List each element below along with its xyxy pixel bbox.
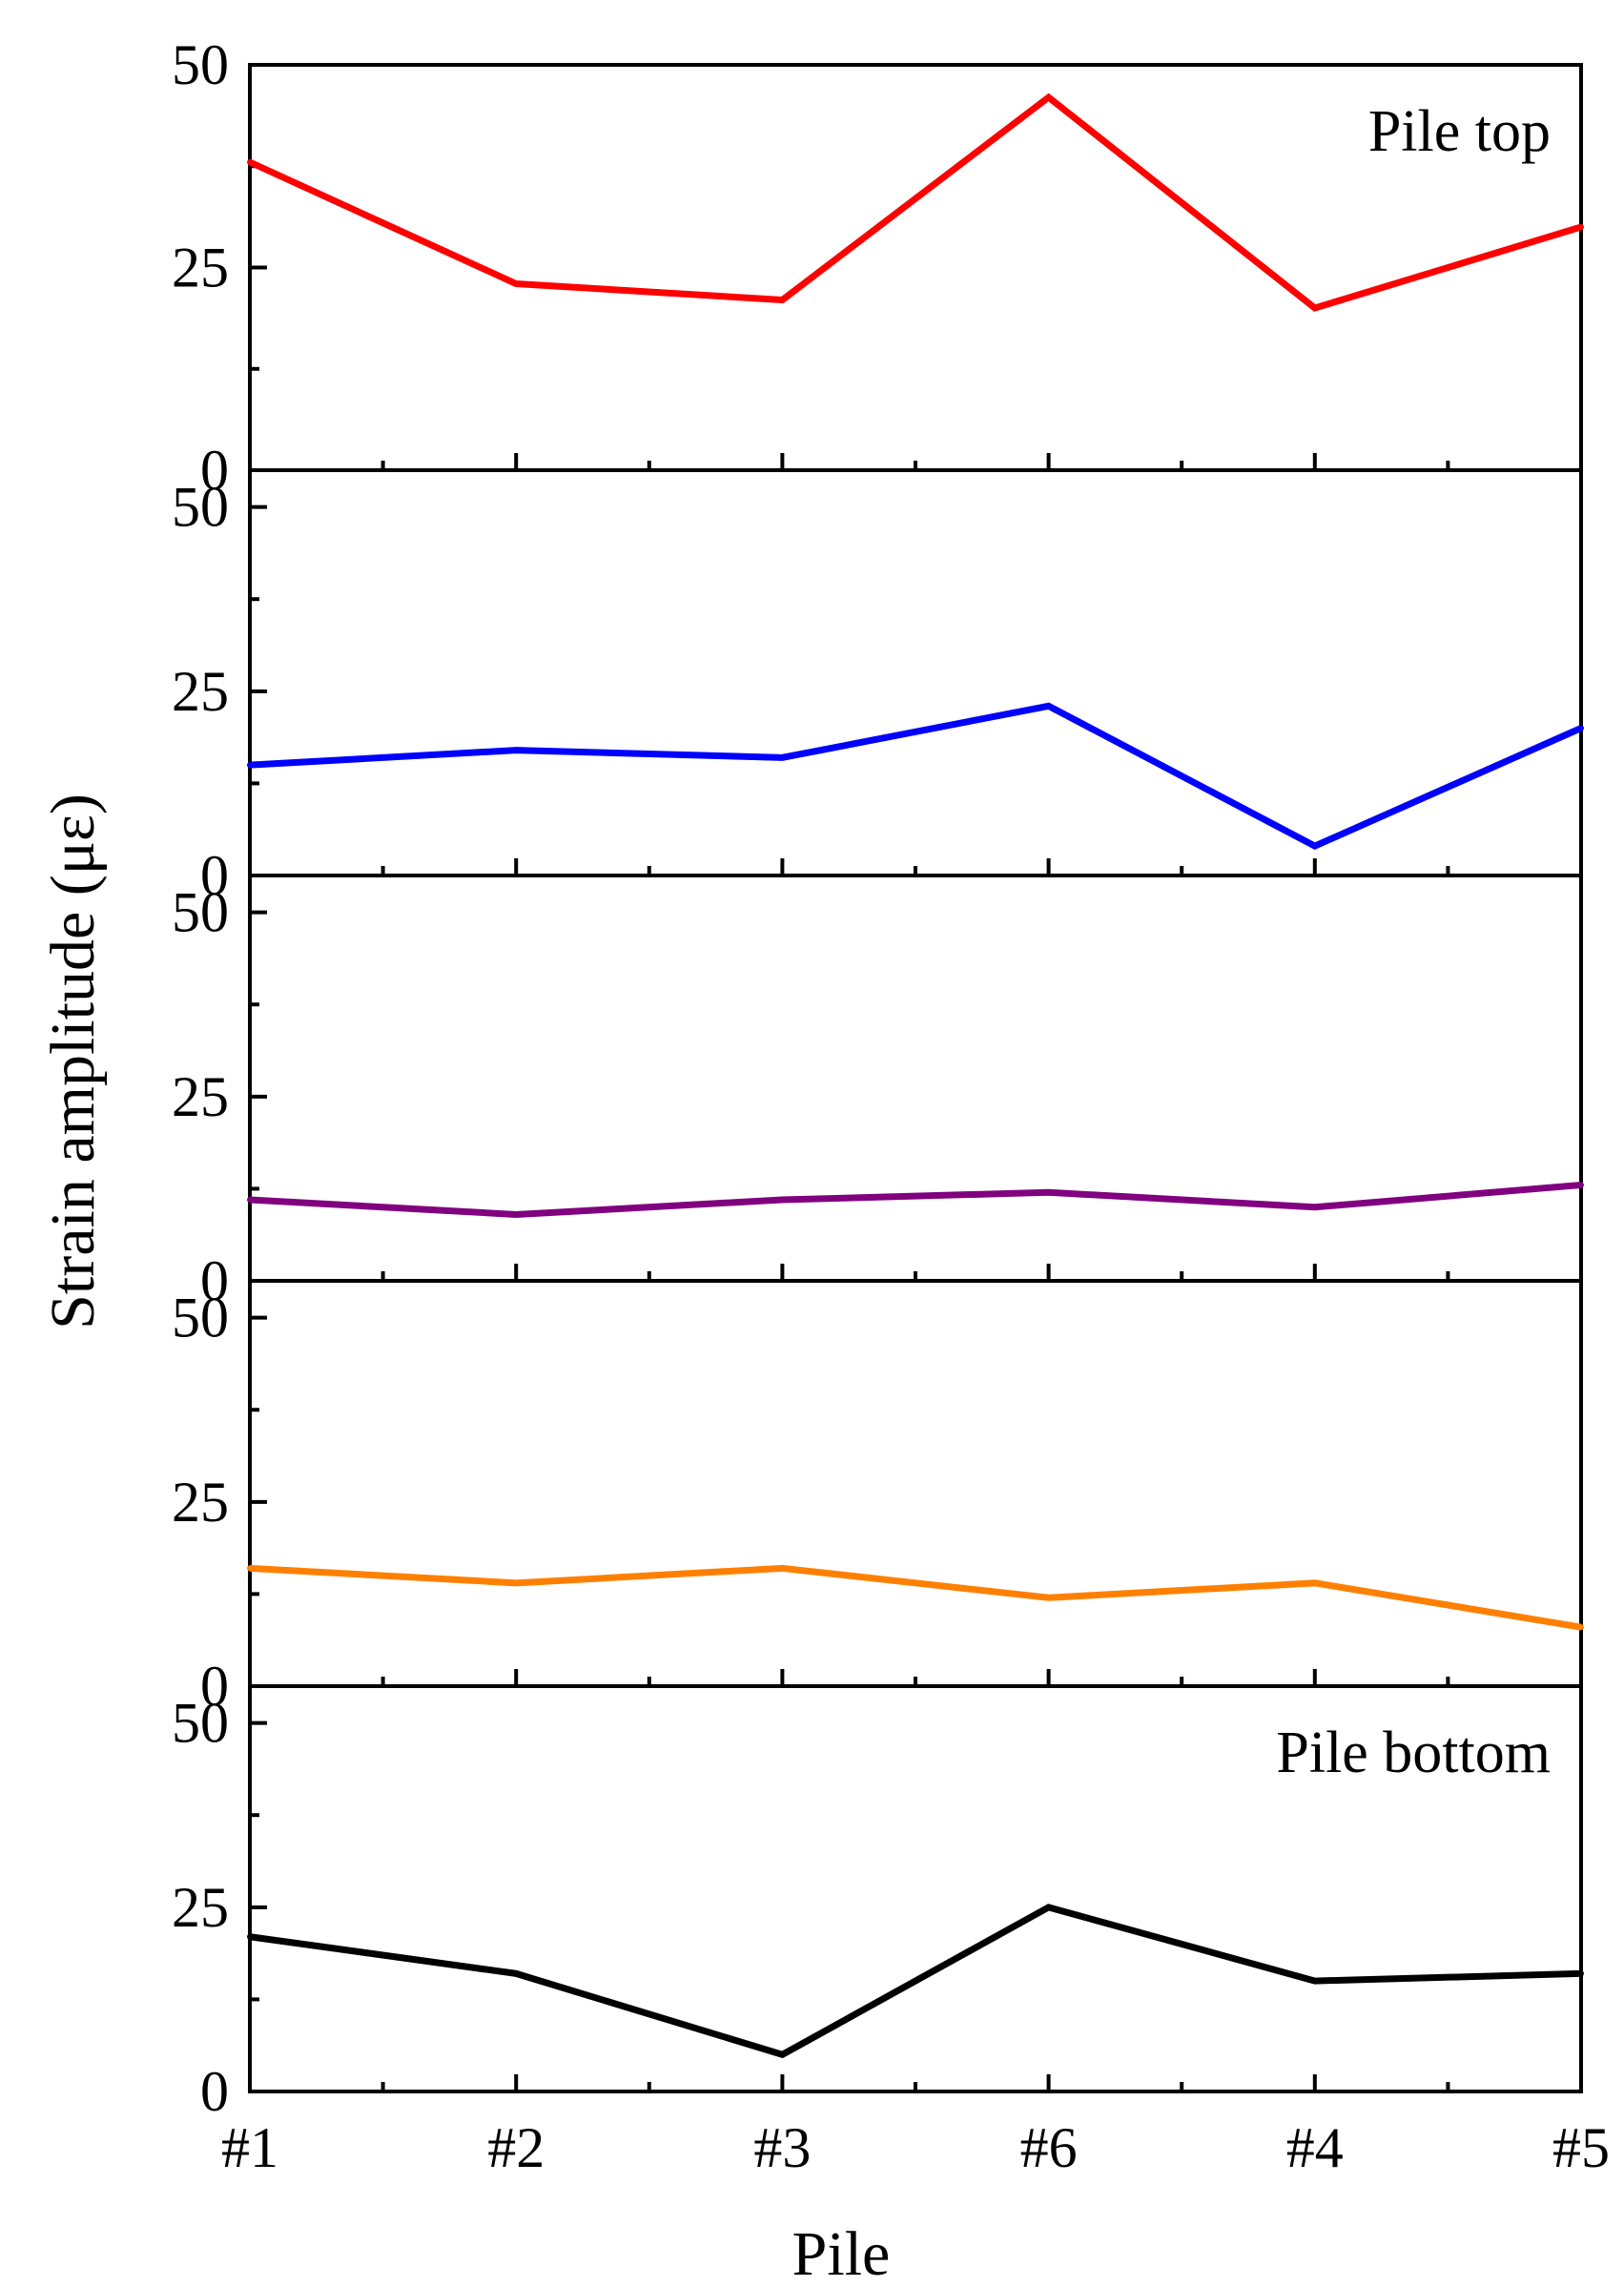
panel-4: 0 25 50 <box>172 1279 1584 1718</box>
data-point <box>1311 1978 1318 1985</box>
series-line-panel-4 <box>249 1564 1582 1631</box>
data-point <box>779 2051 786 2058</box>
series-line-panel-5 <box>249 1904 1582 2059</box>
y-tick-label: 50 <box>172 1692 229 1755</box>
data-point <box>779 1197 786 1203</box>
y-tick-label: 25 <box>172 1471 229 1534</box>
panel-5: 0 25 50 Pile bottom <box>172 1684 1584 2123</box>
data-point <box>247 1197 253 1203</box>
data-point <box>1045 1189 1052 1196</box>
x-tick-label: #2 <box>487 2116 545 2179</box>
y-axis-label: Strain amplitude (με) <box>38 793 108 1329</box>
y-tick-label: 0 <box>200 2060 229 2123</box>
data-point <box>247 1933 253 1940</box>
x-tick-label: #4 <box>1286 2116 1344 2179</box>
panel-annotation: Pile top <box>1368 99 1551 164</box>
data-point <box>513 747 520 753</box>
data-point <box>247 1565 253 1572</box>
data-point <box>513 1211 520 1218</box>
y-tick-label: 50 <box>172 881 229 944</box>
data-point <box>1045 1904 1052 1910</box>
data-point <box>247 762 253 769</box>
data-point <box>513 280 520 287</box>
data-point <box>1578 1624 1584 1631</box>
data-point <box>779 754 786 761</box>
panel-2: 0 25 50 <box>172 468 1584 907</box>
data-point <box>1578 224 1584 230</box>
y-tick-label: 0 <box>200 1249 229 1312</box>
y-tick-label: 25 <box>172 1876 229 1939</box>
x-axis-label: Pile <box>792 2219 891 2287</box>
y-tick-label: 0 <box>200 1655 229 1718</box>
panel-frame <box>248 874 1583 1283</box>
y-tick-label: 50 <box>172 476 229 539</box>
y-tick-label: 0 <box>200 439 229 502</box>
data-point <box>779 1565 786 1572</box>
panel-3: 0 25 50 <box>172 874 1584 1312</box>
data-point <box>779 297 786 303</box>
data-point <box>1045 703 1052 710</box>
data-point <box>1311 1204 1318 1210</box>
data-point <box>1311 843 1318 850</box>
panel-frame <box>248 1279 1583 1688</box>
y-tick-label: 50 <box>172 1287 229 1350</box>
y-tick-label: 25 <box>172 237 229 299</box>
data-point <box>1578 1970 1584 1977</box>
x-tick-label: #1 <box>221 2116 278 2179</box>
series-line-panel-3 <box>249 1182 1582 1218</box>
x-tick-label: #3 <box>753 2116 811 2179</box>
data-point <box>513 1970 520 1977</box>
y-tick-label: 25 <box>172 1065 229 1128</box>
x-tick-label: #6 <box>1020 2116 1078 2179</box>
y-tick-label: 0 <box>200 844 229 907</box>
data-point <box>247 159 253 165</box>
y-tick-label: 50 <box>172 33 229 96</box>
data-point <box>1045 1595 1052 1601</box>
x-tick-labels: #1 #2 #3 #6 #4 #5 <box>221 2116 1610 2179</box>
data-point <box>1045 94 1052 100</box>
y-tick-label: 25 <box>172 660 229 723</box>
data-point <box>513 1579 520 1586</box>
data-point <box>1578 1182 1584 1188</box>
series-line-panel-2 <box>249 702 1583 850</box>
x-tick-label: #5 <box>1552 2116 1610 2179</box>
panel-annotation: Pile bottom <box>1276 1720 1551 1785</box>
data-point <box>1578 725 1584 731</box>
panel-1: 0 25 50 Pile top <box>172 33 1584 502</box>
series-line-panel-1 <box>248 93 1583 312</box>
data-point <box>1311 305 1318 311</box>
data-point <box>1311 1579 1318 1586</box>
